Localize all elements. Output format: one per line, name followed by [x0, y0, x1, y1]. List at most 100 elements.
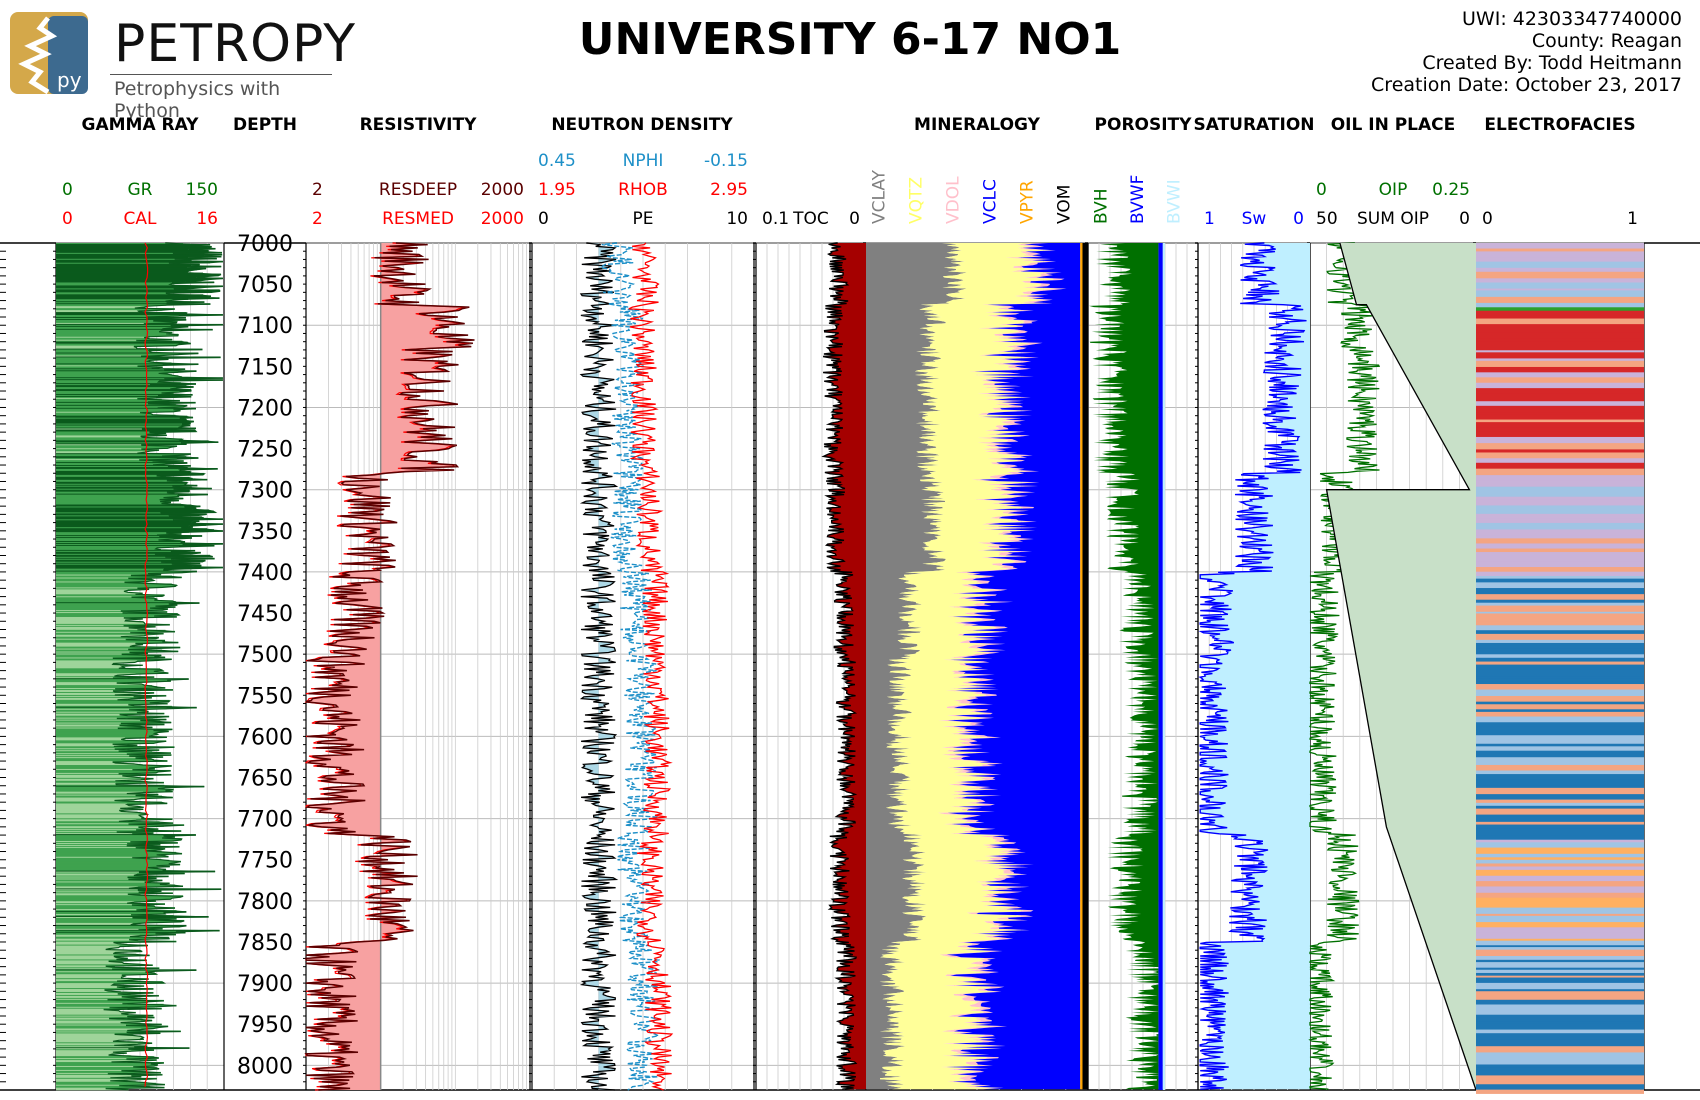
gr-fill-band [56, 348, 203, 351]
gr-fill-band [56, 889, 138, 891]
scale-right-sat-0: 0 [1293, 209, 1304, 229]
gr-fill-band [56, 1087, 106, 1090]
facies-band [1476, 842, 1644, 849]
gr-fill-band [56, 599, 155, 601]
gr-fill-band [56, 326, 172, 329]
gr-fill-band [56, 533, 182, 535]
gr-fill-band [56, 853, 157, 856]
gr-fill-band [56, 341, 188, 344]
gr-fill-band [56, 452, 138, 454]
gr-fill-band [56, 791, 144, 794]
facies-band [1476, 711, 1644, 715]
scale-name-toc-0: TOC [792, 209, 829, 229]
gr-fill-band [56, 697, 131, 700]
scale-name-oip-1: SUM OIP [1357, 209, 1429, 229]
gr-fill-band [56, 609, 163, 611]
scale-left-nd-1: 1.95 [538, 180, 576, 200]
facies-band [1476, 605, 1644, 613]
gr-fill-band [56, 946, 119, 949]
gr-fill-band [56, 350, 150, 353]
gr-fill-band [56, 991, 154, 994]
gr-fill-band [56, 999, 164, 1002]
gr-fill-band [56, 493, 208, 496]
facies-band [1476, 886, 1644, 894]
gr-fill-band [56, 354, 162, 357]
facies-band [1476, 582, 1644, 589]
facies-band [1476, 757, 1644, 760]
gr-fill-band [56, 940, 177, 943]
facies-band [1476, 576, 1644, 580]
gr-fill-band [56, 840, 173, 842]
gr-fill-band [56, 595, 163, 597]
gr-fill-band [56, 306, 145, 308]
gr-fill-band [56, 250, 208, 253]
facies-band [1476, 1039, 1644, 1047]
gr-fill-band [56, 682, 117, 684]
gr-fill-band [56, 405, 184, 408]
gr-fill-band [56, 345, 134, 348]
facies-band [1476, 1084, 1644, 1091]
gr-fill-band [56, 322, 144, 325]
gr-fill-band [56, 838, 182, 840]
gr-fill-band [56, 1025, 169, 1028]
gr-fill-band [56, 766, 149, 769]
gr-fill-band [56, 347, 137, 350]
gr-fill-band [56, 1031, 127, 1034]
gr-fill-band [56, 867, 158, 870]
gr-fill-band [56, 395, 192, 398]
gr-fill-band [56, 442, 181, 444]
gr-fill-band [56, 480, 183, 483]
gr-fill-band [56, 554, 211, 557]
gr-fill-band [56, 1083, 165, 1086]
gr-fill-band [56, 598, 157, 600]
gr-fill-band [56, 709, 146, 712]
gr-fill-band [56, 367, 152, 369]
gr-fill-band [56, 1052, 127, 1054]
gr-fill-band [56, 1072, 108, 1075]
gr-fill-band [56, 905, 155, 907]
gr-fill-band [56, 699, 170, 702]
gr-fill-band [56, 667, 119, 669]
gr-fill-band [56, 1050, 132, 1052]
gr-fill-band [56, 973, 157, 975]
gr-fill-band [56, 733, 158, 736]
gr-fill-band [56, 608, 168, 610]
gr-fill-band [56, 1088, 129, 1091]
gr-fill-band [56, 947, 110, 950]
gr-fill-band [56, 1034, 133, 1037]
gr-fill-band [56, 352, 199, 355]
gr-fill-band [56, 410, 174, 413]
gr-fill-band [56, 713, 120, 716]
gr-fill-band [56, 895, 184, 897]
scale-right-oip-1: 0 [1459, 209, 1470, 229]
gr-fill-band [56, 882, 170, 885]
gr-fill-band [56, 394, 158, 397]
gr-fill-band [56, 951, 116, 954]
gr-fill-band [56, 1001, 147, 1004]
facies-band [1476, 327, 1644, 333]
facies-band [1476, 892, 1644, 899]
gr-fill-band [56, 676, 155, 678]
gr-fill-band [56, 542, 223, 545]
gr-fill-band [56, 600, 173, 602]
gr-fill-band [56, 443, 187, 445]
gr-fill-band [56, 472, 205, 475]
gr-fill-band [56, 1071, 161, 1074]
gr-fill-band [56, 602, 200, 604]
facies-band [1476, 363, 1644, 368]
gr-fill-band [56, 642, 136, 645]
gr-fill-band [56, 898, 171, 900]
gr-fill-band [56, 1026, 159, 1029]
gr-fill-band [56, 988, 154, 990]
gr-fill-band [56, 759, 154, 761]
gr-fill-band [56, 952, 114, 955]
gr-fill-band [56, 998, 108, 1001]
gr-fill-band [56, 815, 141, 817]
gr-fill-band [56, 793, 159, 796]
gr-fill-band [56, 944, 148, 947]
gr-fill-band [56, 1024, 126, 1027]
gr-fill-band [56, 561, 162, 564]
facies-band [1476, 949, 1644, 957]
gr-fill-band [56, 1081, 147, 1084]
gr-fill-band [56, 420, 194, 423]
